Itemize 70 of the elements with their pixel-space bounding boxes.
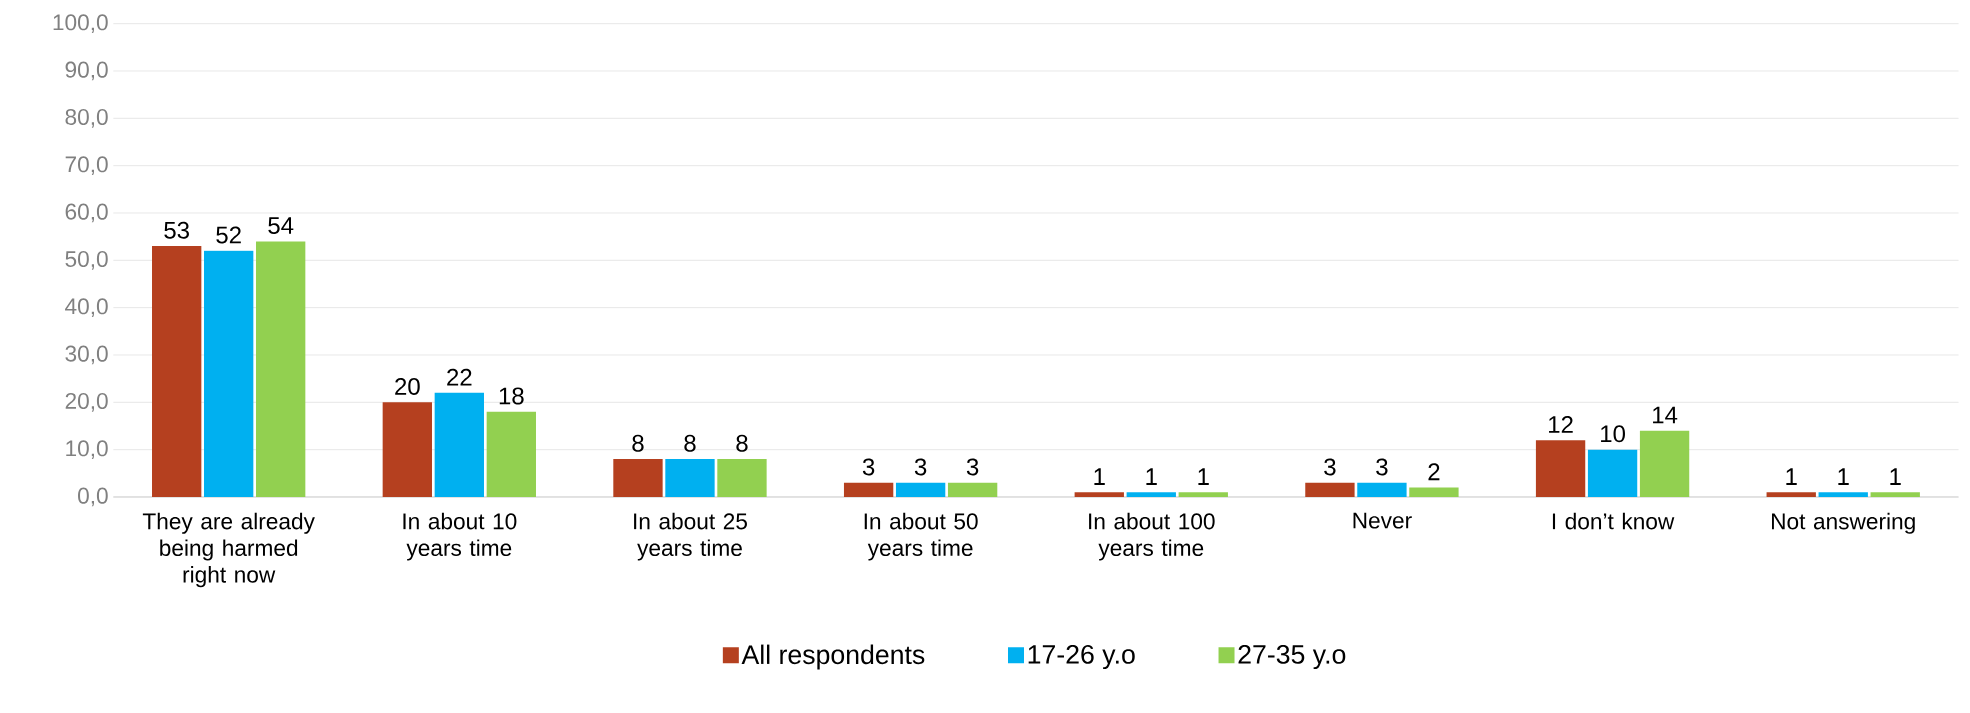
data-label: 22 [447, 368, 472, 386]
bar [152, 246, 202, 497]
data-label: 3 [1376, 458, 1388, 476]
y-tick-label: 20,0 [65, 392, 108, 412]
y-tick-label: 80,0 [65, 108, 108, 128]
x-tick-label: I don’t know [1552, 512, 1675, 530]
data-label: 1 [1198, 468, 1209, 485]
bar [895, 482, 946, 497]
data-label: 52 [216, 226, 241, 244]
data-label: 3 [914, 458, 927, 476]
data-label: 3 [862, 458, 875, 476]
legend-label: All respondents [741, 644, 925, 670]
x-tick-label: In about 50 years time [864, 512, 978, 561]
y-tick-label: 90,0 [65, 61, 108, 81]
bar [1074, 492, 1124, 497]
bar [1535, 440, 1586, 497]
data-label: 12 [1549, 416, 1573, 433]
bar [256, 241, 306, 497]
bar [947, 482, 998, 497]
bar [1587, 449, 1638, 497]
bar [1305, 482, 1355, 497]
data-label: 3 [966, 458, 979, 476]
bar [613, 459, 663, 497]
bar [843, 482, 894, 497]
data-label: 14 [1653, 406, 1678, 424]
bar [1818, 492, 1868, 497]
x-tick-label: In about 25 years time [634, 512, 747, 561]
bar [665, 459, 715, 497]
x-tick-label: Never [1353, 512, 1412, 529]
data-label: 3 [1324, 458, 1336, 476]
y-tick-label: 100,0 [53, 14, 108, 34]
data-label: 10 [1601, 425, 1625, 443]
data-label: 8 [632, 434, 644, 452]
x-tick-label: In about 10 years time [403, 512, 517, 561]
bar [1409, 487, 1459, 497]
data-label: 2 [1428, 463, 1440, 481]
bar [717, 459, 767, 497]
x-tick-label: In about 100 years time [1089, 512, 1215, 561]
y-tick-label: 10,0 [66, 440, 108, 460]
data-label: 8 [684, 434, 696, 452]
bar [1639, 430, 1690, 497]
x-tick-label: Not answering [1772, 512, 1915, 534]
data-label: 18 [499, 387, 524, 405]
bar [1357, 482, 1407, 497]
data-label: 53 [164, 221, 189, 239]
x-tick-label: They are already being harmed right now [142, 512, 315, 588]
bar [204, 250, 254, 497]
y-tick-label: 50,0 [65, 250, 108, 270]
y-tick-label: 70,0 [65, 156, 108, 176]
y-tick-label: 0,0 [78, 487, 108, 507]
data-label: 1 [1890, 468, 1901, 485]
data-label: 1 [1146, 468, 1157, 485]
bar [486, 411, 536, 497]
legend-label: 27-35 y.o [1238, 644, 1346, 670]
y-tick-label: 60,0 [65, 203, 108, 223]
data-label: 54 [268, 217, 294, 235]
bar [1766, 492, 1816, 497]
bar [382, 402, 432, 497]
data-label: 1 [1838, 468, 1849, 485]
y-tick-label: 40,0 [65, 298, 108, 318]
legend-label: 17-26 y.o [1028, 644, 1135, 670]
bar [1870, 492, 1920, 497]
data-label: 20 [395, 377, 420, 395]
bar [434, 392, 484, 497]
y-tick-label: 30,0 [65, 345, 108, 365]
data-label: 1 [1094, 468, 1105, 485]
bar [1126, 492, 1176, 497]
data-label: 8 [736, 434, 748, 452]
bar [1178, 492, 1228, 497]
data-label: 1 [1786, 468, 1797, 485]
